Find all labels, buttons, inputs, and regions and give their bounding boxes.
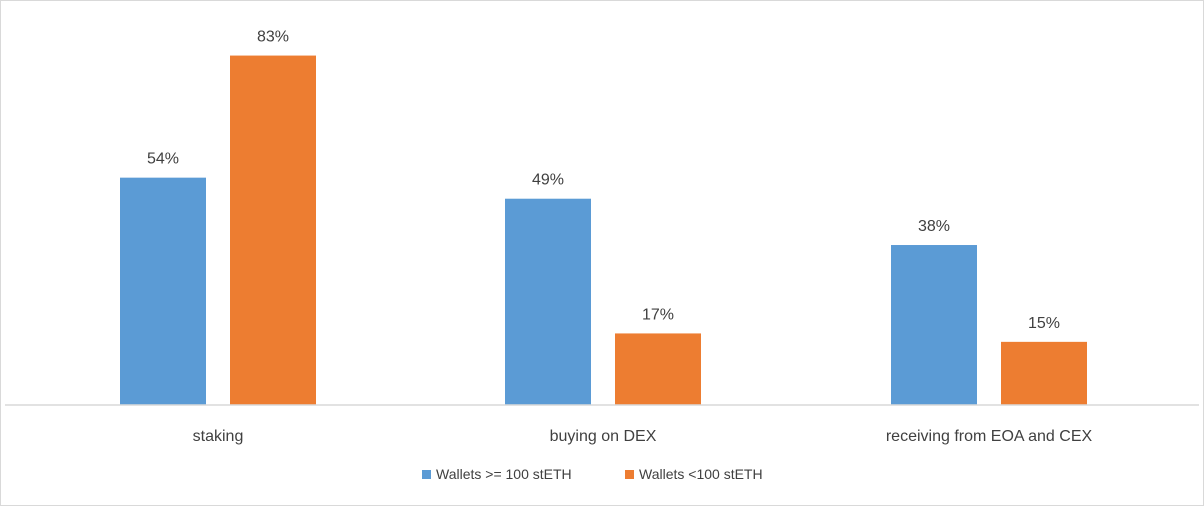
bar-large-wallets-0 [120, 177, 206, 405]
x-tick-label: staking [193, 428, 244, 445]
x-tick-label: buying on DEX [550, 428, 657, 445]
bar-small-wallets-1 [615, 333, 701, 405]
legend-label-small-wallets: Wallets <100 stETH [639, 466, 763, 482]
bar-large-wallets-2 [891, 245, 977, 405]
bar-large-wallets-1 [505, 198, 591, 405]
data-label: 15% [1028, 315, 1060, 332]
data-label: 17% [642, 306, 674, 323]
bars-layer [120, 55, 1087, 405]
data-label: 54% [147, 151, 179, 168]
data-label: 83% [257, 29, 289, 46]
bar-small-wallets-0 [230, 55, 316, 405]
legend: Wallets >= 100 stETH Wallets <100 stETH [422, 466, 763, 482]
labels-layer: 54% 83% staking 49% 17% buying on DEX 38% 15% re… [147, 29, 1093, 445]
x-tick-label: receiving from EOA and CEX [886, 428, 1093, 445]
data-label: 49% [532, 172, 564, 189]
data-label: 38% [918, 218, 950, 235]
legend-swatch-small-wallets [625, 470, 634, 479]
legend-swatch-large-wallets [422, 470, 431, 479]
bar-small-wallets-2 [1001, 341, 1087, 405]
legend-label-large-wallets: Wallets >= 100 stETH [436, 466, 572, 482]
